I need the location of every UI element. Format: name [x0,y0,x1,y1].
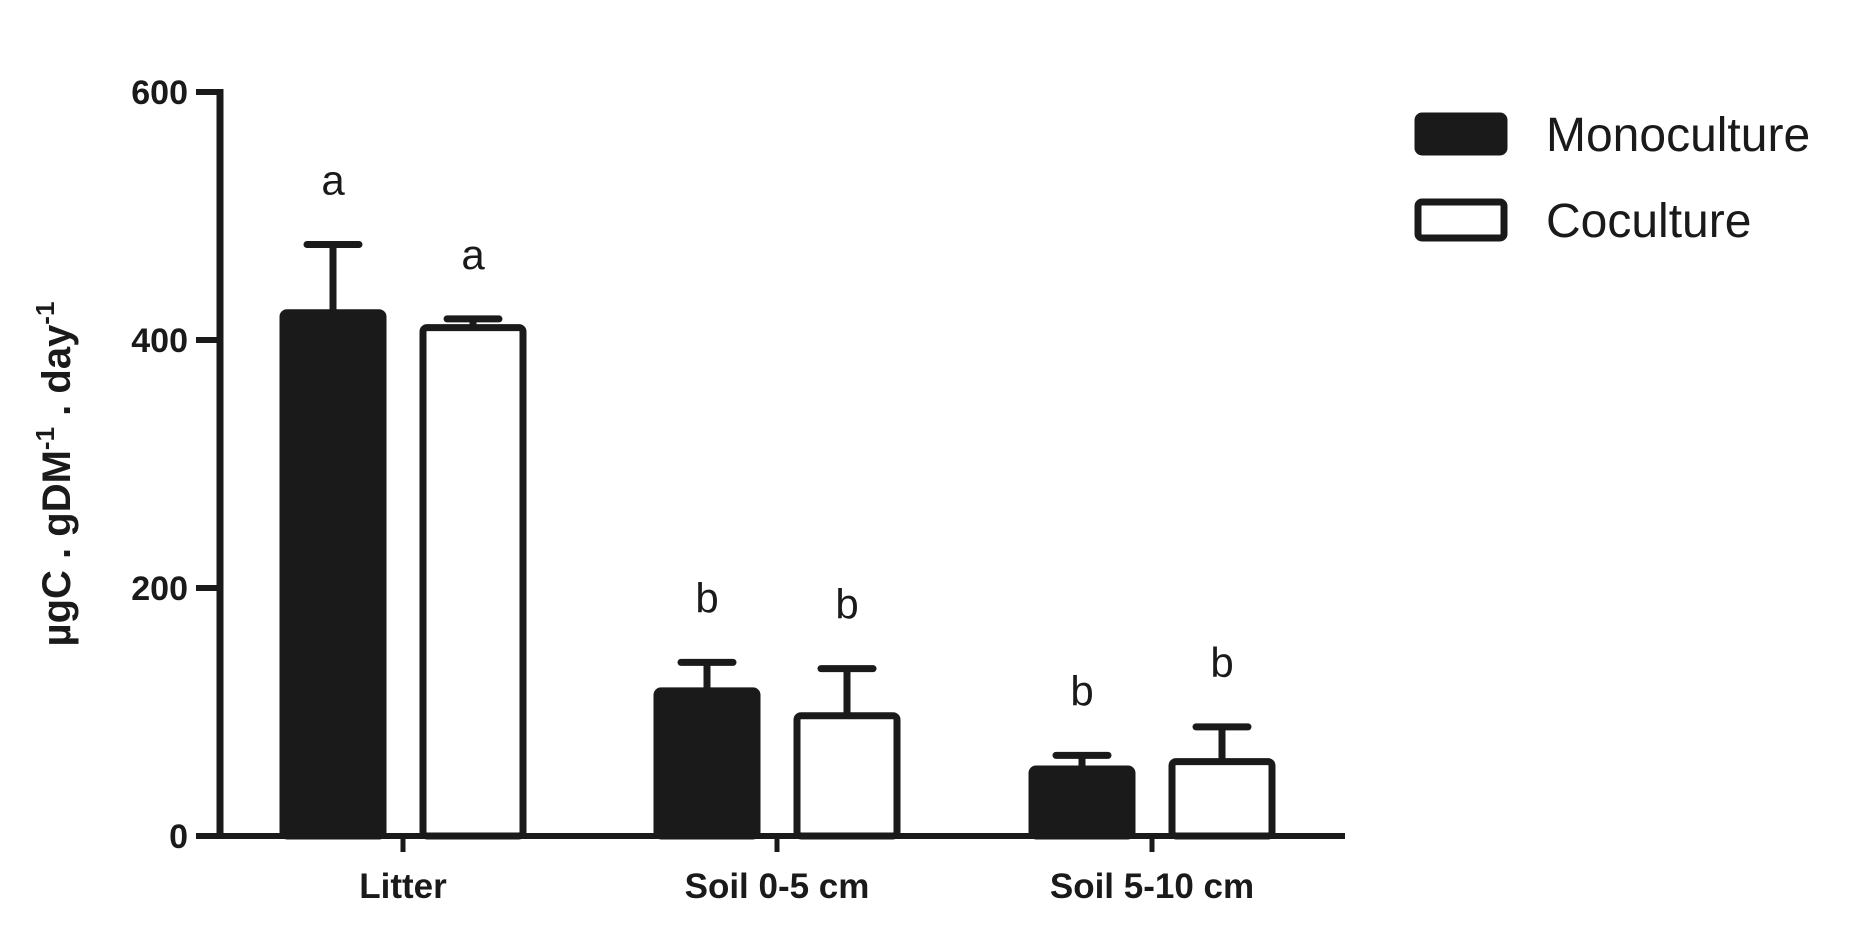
significance-label: b [1210,639,1233,686]
bar-coculture [419,324,527,840]
x-tick-label: Soil 0-5 cm [685,867,870,906]
legend-swatch-monoculture [1414,112,1508,156]
bar-coculture [793,712,901,840]
significance-label: a [321,157,345,204]
y-axis-title-superscript: -1 [30,302,60,325]
y-tick-label: 0 [169,818,188,856]
x-axis: Litter Soil 0-5 cm Soil 5-10 cm [196,833,1345,906]
y-axis-title: µgC . gDM-1 . day-1 [30,302,79,647]
y-axis-title-text: µgC . gDM [35,450,79,646]
significance-label: b [695,574,718,621]
bar-monoculture [653,687,761,840]
x-tick-label: Litter [359,867,447,906]
legend-swatch-coculture [1414,198,1508,242]
bar-monoculture [1028,765,1136,840]
bar-monoculture [279,309,387,840]
significance-label: b [835,581,858,628]
significance-label: b [1070,667,1093,714]
y-axis-title-superscript: -1 [30,427,60,450]
y-axis: 0 200 400 600 [131,74,224,856]
bars: a a b b b b [279,157,1276,840]
y-axis-title-group: µgC . gDM-1 . day-1 [30,302,79,647]
legend-label-coculture: Coculture [1546,195,1751,248]
y-axis-title-text: . day [35,324,79,427]
x-tick-label: Soil 5-10 cm [1050,867,1254,906]
bar-coculture [1168,758,1276,840]
legend-label-monoculture: Monoculture [1546,109,1810,162]
legend: Monoculture Coculture [1414,109,1810,248]
y-tick-label: 400 [131,322,188,360]
y-tick-label: 600 [131,74,188,112]
y-tick-label: 200 [131,570,188,608]
significance-label: a [461,231,485,278]
